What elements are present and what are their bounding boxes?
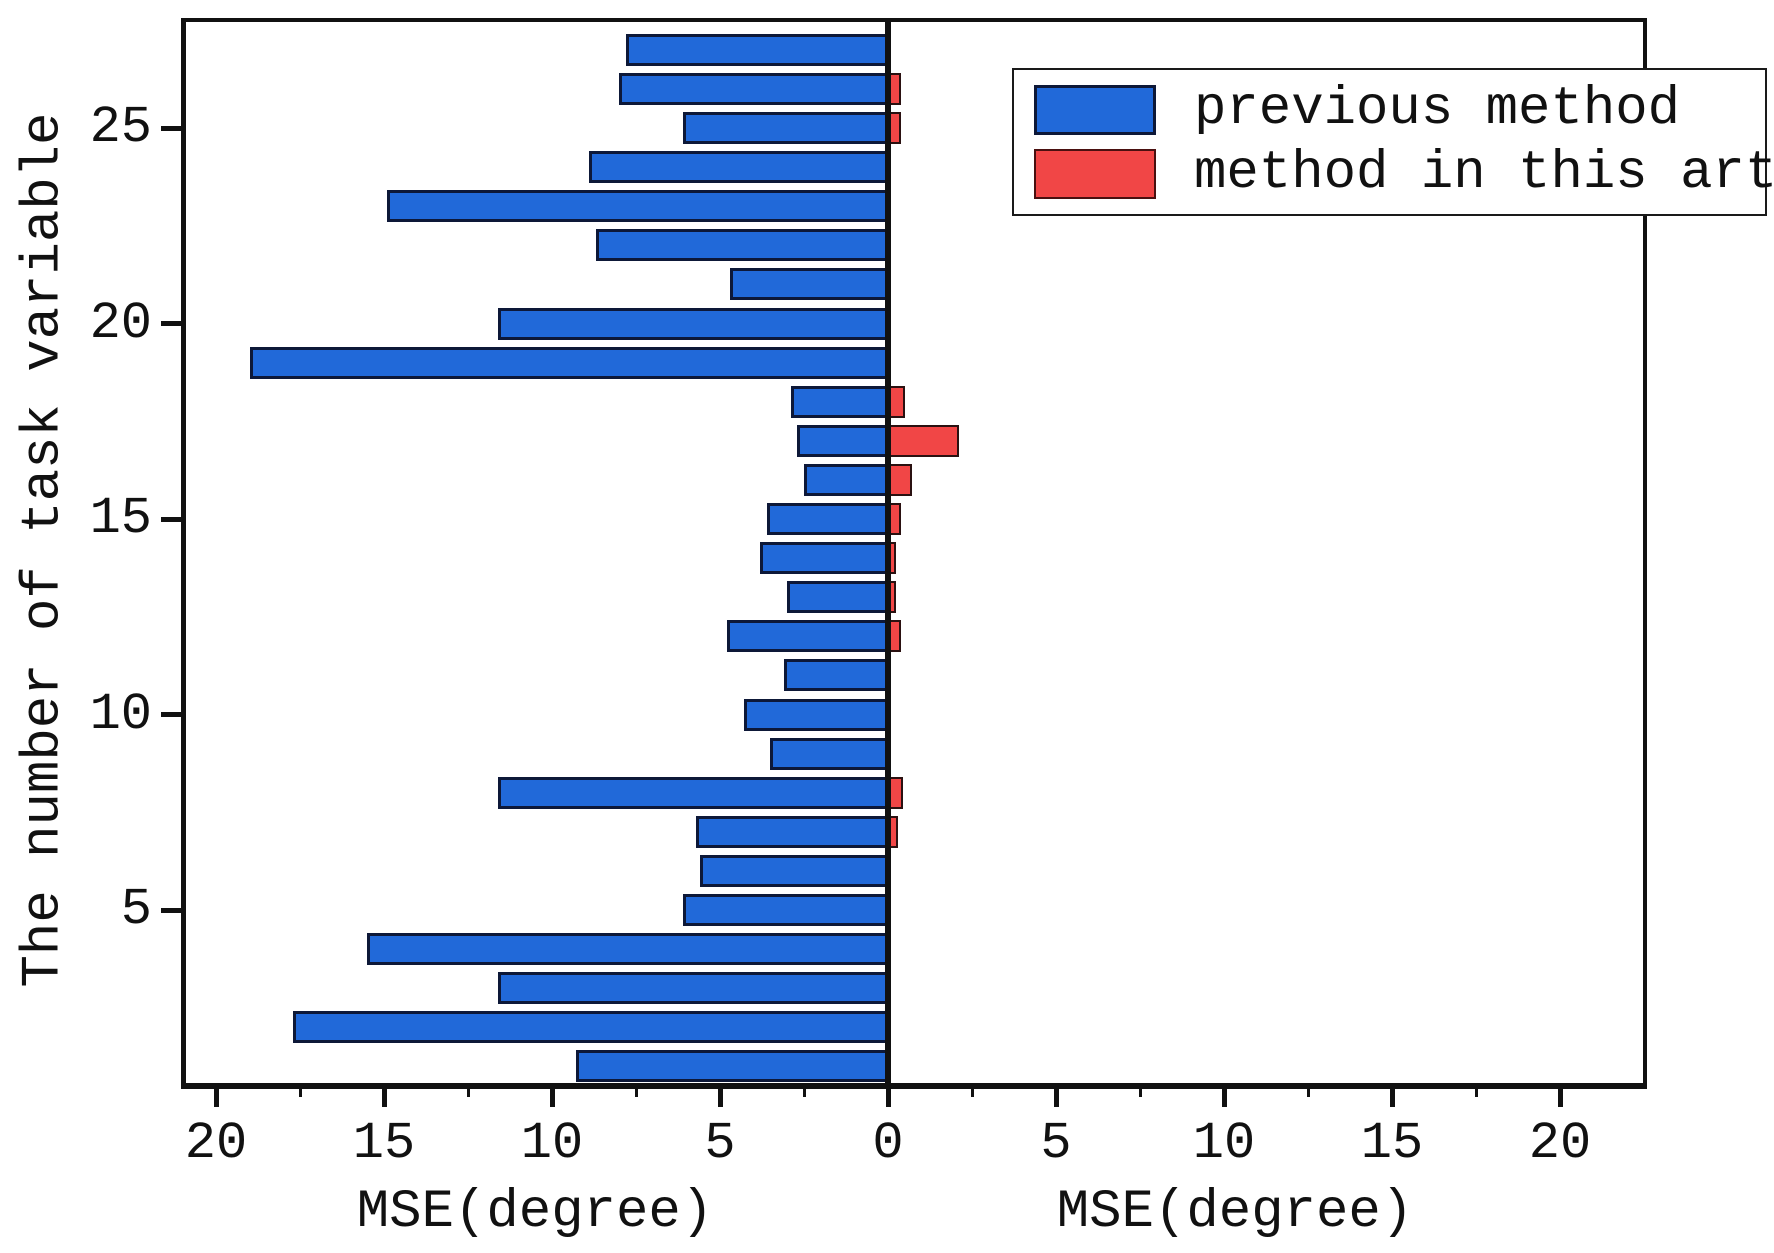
x-minor-tick (466, 1085, 470, 1097)
bar-previous-method-row-5 (683, 894, 888, 926)
bar-method-in-this-article-row-17 (888, 424, 959, 457)
x-major-tick (717, 1085, 723, 1107)
x-minor-tick (970, 1085, 974, 1097)
y-tick-label: 5 (120, 880, 152, 939)
x-tick-label: 10 (520, 1114, 584, 1173)
y-axis-spine (181, 20, 186, 1087)
bar-previous-method-row-23 (387, 190, 888, 223)
x-major-tick (549, 1085, 555, 1107)
bar-previous-method-row-27 (625, 33, 888, 66)
x-major-tick (381, 1085, 387, 1107)
bar-previous-method-row-22 (595, 229, 888, 262)
right-spine (1643, 20, 1647, 1087)
y-major-tick (161, 712, 181, 717)
x-minor-tick (802, 1085, 806, 1097)
y-tick-label: 20 (89, 293, 152, 353)
bar-previous-method-row-4 (367, 933, 888, 966)
x-major-tick (1389, 1085, 1395, 1107)
top-spine (181, 18, 1647, 22)
bar-previous-method-row-9 (770, 737, 888, 770)
bar-previous-method-row-16 (804, 463, 888, 496)
x-tick-label: 20 (1528, 1114, 1592, 1173)
bar-previous-method-row-2 (293, 1011, 888, 1044)
x-tick-label: 15 (352, 1114, 416, 1173)
bar-previous-method-row-7 (696, 815, 888, 848)
bar-previous-method-row-10 (743, 698, 888, 731)
bar-previous-method-row-26 (619, 72, 888, 105)
x-axis-label-left: MSE(degree) (356, 1182, 714, 1243)
legend-swatch-method-in-this-article (1034, 148, 1156, 199)
legend-label-method-in-this-article: method in this article (1194, 142, 1774, 204)
legend-swatch-previous-method (1034, 85, 1156, 136)
legend-entry-method-in-this-article: method in this article (1034, 144, 1774, 203)
x-tick-label: 15 (1360, 1114, 1424, 1173)
x-tick-label: 5 (1040, 1114, 1072, 1173)
x-tick-label: 10 (1192, 1114, 1256, 1173)
legend: previous method method in this article (1012, 68, 1774, 216)
x-tick-label: 20 (184, 1114, 248, 1173)
y-tick-label: 10 (89, 684, 152, 744)
bar-previous-method-row-19 (249, 346, 888, 379)
x-major-tick (1221, 1085, 1227, 1107)
bar-previous-method-row-3 (498, 972, 888, 1005)
x-major-tick (213, 1085, 219, 1107)
bar-previous-method-row-11 (783, 659, 888, 692)
bar-previous-method-row-6 (699, 854, 888, 887)
y-major-tick (161, 907, 181, 913)
x-axis-spine (181, 1083, 1647, 1089)
y-major-tick (161, 321, 181, 326)
y-major-tick (161, 516, 181, 522)
x-tick-label: 5 (704, 1114, 736, 1173)
y-major-tick (161, 125, 181, 131)
bar-previous-method-row-1 (575, 1050, 888, 1083)
bar-previous-method-row-21 (730, 268, 888, 301)
x-axis-label-right: MSE(degree) (1056, 1182, 1414, 1243)
legend-label-previous-method: previous method (1194, 79, 1681, 141)
center-zero-axis (885, 20, 891, 1089)
x-major-tick (1053, 1085, 1059, 1107)
x-minor-tick (298, 1085, 302, 1097)
x-minor-tick (1474, 1085, 1478, 1097)
bar-method-in-this-article-row-16 (888, 463, 912, 496)
legend-entry-previous-method: previous method (1034, 81, 1765, 139)
x-major-tick (1557, 1085, 1563, 1107)
bar-previous-method-row-15 (767, 503, 888, 535)
y-axis-label: The number of task variable (13, 112, 75, 988)
x-minor-tick (634, 1085, 638, 1097)
bar-previous-method-row-13 (787, 581, 888, 614)
x-tick-label: 0 (872, 1114, 904, 1173)
x-minor-tick (1306, 1085, 1310, 1097)
bar-previous-method-row-12 (726, 620, 888, 653)
bar-previous-method-row-24 (588, 151, 888, 184)
bar-previous-method-row-18 (790, 385, 888, 418)
x-minor-tick (1138, 1085, 1142, 1097)
y-tick-label: 25 (89, 98, 152, 157)
y-tick-label: 15 (89, 489, 152, 548)
bar-previous-method-row-20 (498, 307, 888, 340)
bar-previous-method-row-17 (797, 424, 888, 457)
bar-previous-method-row-8 (498, 776, 888, 809)
x-major-tick (885, 1085, 891, 1107)
bar-previous-method-row-14 (760, 542, 888, 575)
bar-previous-method-row-25 (683, 112, 888, 144)
